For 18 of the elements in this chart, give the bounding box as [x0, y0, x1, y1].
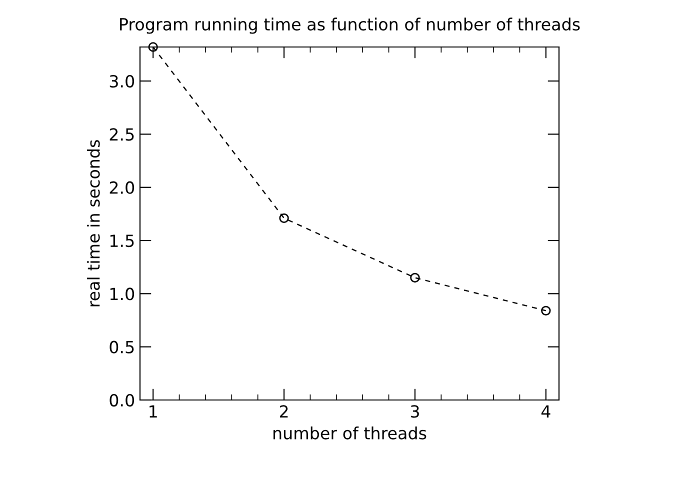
- y-tick-label: 3.0: [110, 74, 134, 88]
- y-tick-label: 0.0: [110, 394, 134, 407]
- y-tick-label: 1.0: [110, 288, 134, 300]
- point: [541, 306, 551, 316]
- x-axis-title: number of threads: [274, 426, 426, 440]
- y-axis-title: real time in seconds: [86, 140, 100, 306]
- y-tick-label: 1.5: [110, 234, 134, 248]
- point: [279, 213, 289, 224]
- x-tick-label: 2: [280, 405, 288, 418]
- x-tick-label: 3: [410, 405, 419, 418]
- x-tick-label: 1: [150, 405, 157, 418]
- y-tick-label: 2.0: [110, 181, 134, 194]
- point: [410, 272, 420, 283]
- y-tick-label: 2.5: [110, 128, 134, 141]
- y-tick-label: 0.5: [110, 340, 134, 354]
- x-tick-label: 4: [541, 405, 550, 418]
- chart-title: Program running time as function of number of threads: [120, 18, 580, 34]
- point: [148, 42, 158, 52]
